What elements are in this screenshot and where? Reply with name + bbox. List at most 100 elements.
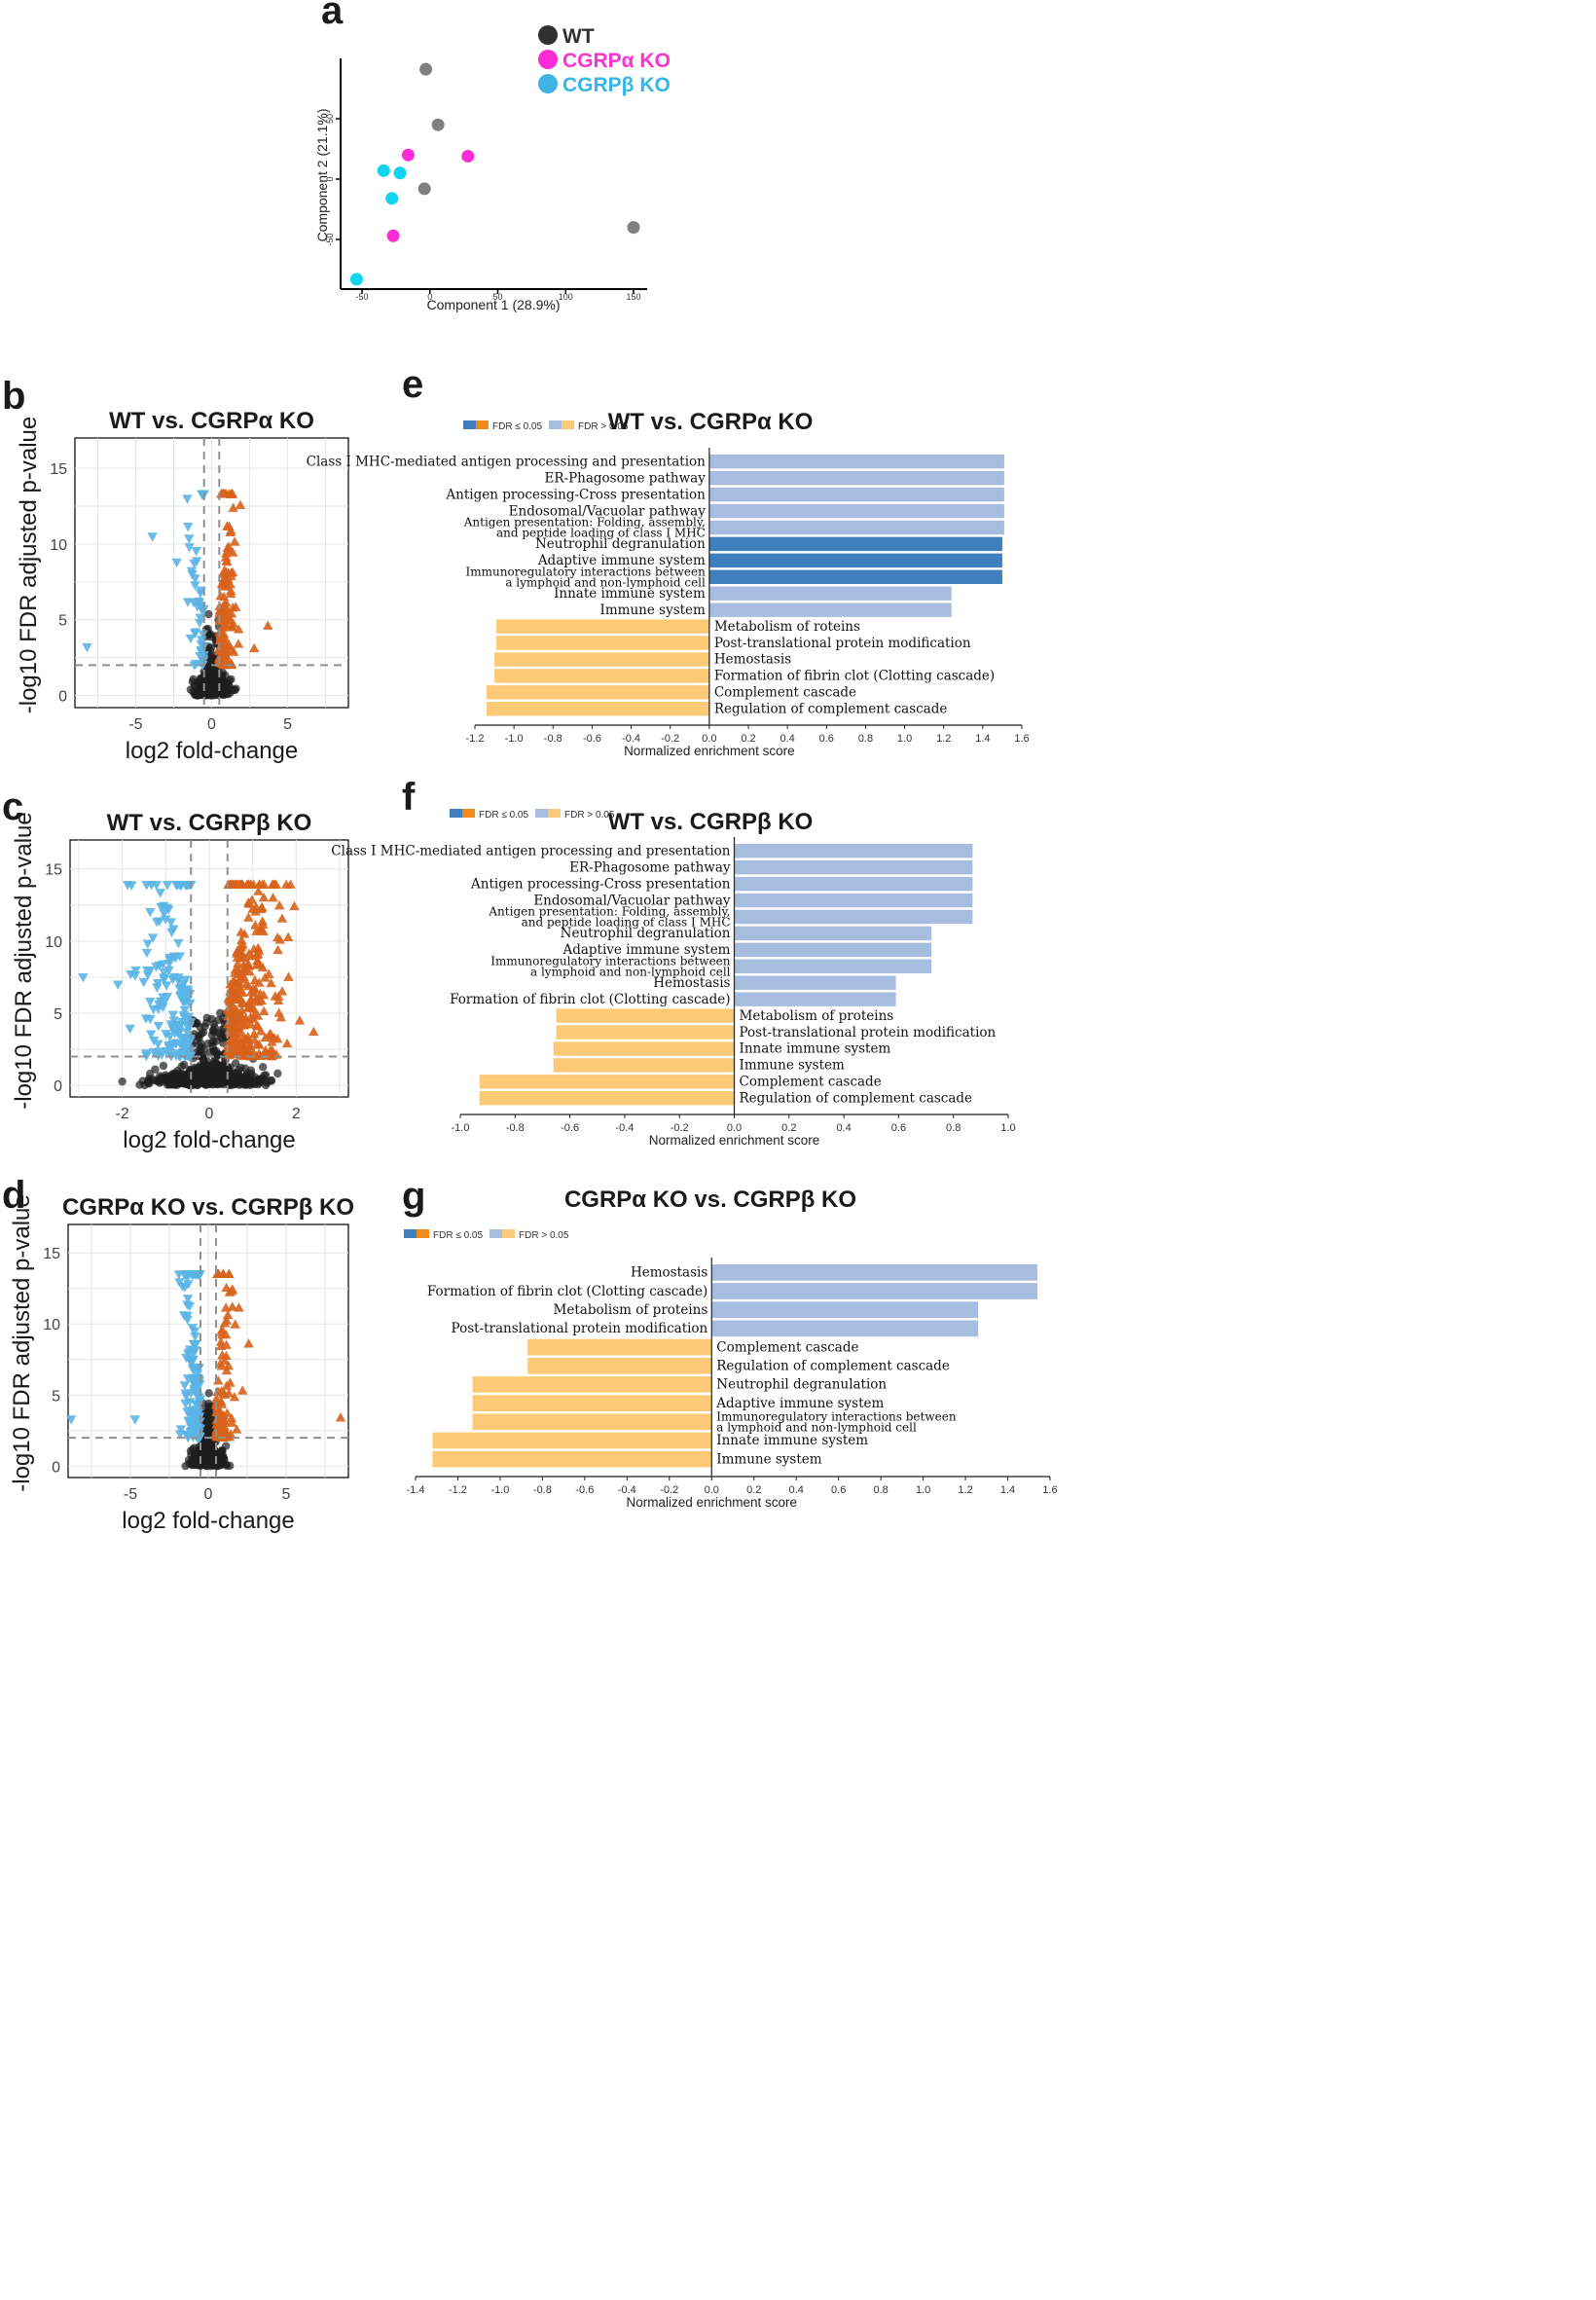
volcano-point-ns <box>178 1075 188 1083</box>
enrichment-x-tick-label: 1.4 <box>1000 1484 1015 1496</box>
volcano-point-up <box>238 1050 249 1060</box>
enrichment-x-tick-label: -0.6 <box>575 1484 594 1496</box>
volcano-point-down <box>190 581 200 591</box>
volcano-point-ns <box>161 1071 170 1079</box>
volcano-point-ns <box>208 1026 218 1035</box>
enrichment-bar <box>479 1075 735 1089</box>
volcano-point-up <box>248 983 259 993</box>
volcano-point-up <box>249 1009 260 1019</box>
enrichment-bar-label: Immunoregulatory interactions between <box>466 566 707 579</box>
volcano-point-down <box>171 558 182 568</box>
enrichment-bar <box>556 1008 735 1023</box>
volcano-point-up <box>252 955 263 966</box>
volcano-y-tick-label: 15 <box>50 461 67 478</box>
volcano-point-down <box>126 881 137 891</box>
volcano-x-tick-label: 2 <box>292 1106 301 1122</box>
volcano-point-down <box>154 1047 165 1057</box>
volcano-point-up <box>267 879 278 889</box>
volcano-point-ns <box>200 1022 209 1031</box>
enrichment-bar <box>496 619 709 634</box>
volcano-point-down <box>192 602 203 612</box>
enrichment-bar <box>708 487 1004 502</box>
volcano-title: WT vs. CGRPβ KO <box>107 810 312 836</box>
volcano-point-up <box>256 902 268 912</box>
enrichment-x-tick-label: 0.0 <box>702 733 716 745</box>
enrichment-bar-label: Adaptive immune system <box>715 1396 884 1411</box>
volcano-point-up <box>254 879 265 889</box>
volcano-point-down <box>185 1036 197 1046</box>
volcano-point-up <box>219 575 231 585</box>
volcano-point-ns <box>198 1071 207 1079</box>
volcano-point-ns <box>197 1029 206 1039</box>
volcano-point-down <box>163 905 174 915</box>
enrichment-bar <box>527 1357 712 1374</box>
volcano-point-up <box>223 567 234 577</box>
volcano-point-ns <box>231 1068 239 1077</box>
volcano-point-down <box>159 973 169 983</box>
volcano-point-down <box>172 1021 184 1032</box>
volcano-point-up <box>308 1026 319 1037</box>
volcano-y-axis-title: -log10 FDR adjusted p-value <box>11 812 37 1110</box>
volcano-point-ns <box>148 1075 158 1084</box>
volcano-point-up <box>226 879 236 889</box>
enrichment-bar-label: a lymphoid and non-lymphoid cell <box>530 966 731 979</box>
volcano-point-down <box>179 1381 191 1391</box>
volcano-point-down <box>155 889 165 898</box>
enrichment-bar <box>711 1264 1037 1281</box>
legend-swatch-sig-blue <box>450 809 462 818</box>
volcano-point-up <box>220 1302 232 1312</box>
pca-legend-marker-wt <box>538 25 558 45</box>
enrichment-bar <box>496 636 709 650</box>
volcano-point-up <box>276 913 288 923</box>
volcano-x-tick-label: 5 <box>282 1486 291 1503</box>
volcano-x-tick-label: 0 <box>207 716 216 733</box>
pca-y-axis-title: Component 2 (21.1%) <box>314 109 330 242</box>
volcano-point-up <box>217 1330 228 1339</box>
volcano-point-up <box>239 952 250 963</box>
enrichment-bar <box>494 652 709 667</box>
volcano-point-up <box>231 1424 242 1434</box>
volcano-point-up <box>231 1022 242 1032</box>
enrichment-bar <box>708 569 1002 584</box>
volcano-title: WT vs. CGRPα KO <box>109 408 314 434</box>
enrichment-bar-label: Antigen processing-Cross presentation <box>470 876 731 892</box>
volcano-point-up <box>215 590 226 601</box>
volcano-point-up <box>236 1011 247 1021</box>
enrichment-bar-label: Immunoregulatory interactions between <box>716 1410 957 1424</box>
volcano-point-up <box>217 1324 228 1334</box>
volcano-x-tick-label: -5 <box>124 1486 137 1503</box>
volcano-point-down <box>144 998 156 1007</box>
legend-swatch-sig-blue <box>404 1229 417 1238</box>
volcano-point-up <box>228 1033 238 1042</box>
enrichment-bar <box>734 992 896 1006</box>
volcano-point-down <box>169 1029 180 1040</box>
volcano-point-down <box>185 990 196 1000</box>
volcano-point-ns <box>267 1076 276 1085</box>
pca-legend-marker-beta <box>538 74 558 93</box>
volcano-point-up <box>225 588 236 599</box>
enrichment-bar <box>734 975 896 990</box>
volcano-point-down <box>166 928 177 938</box>
enrichment-x-tick-label: 0.6 <box>891 1122 906 1134</box>
volcano-point-up <box>272 931 283 942</box>
volcano-point-down <box>165 918 177 928</box>
volcano-point-up <box>248 642 260 653</box>
pca-point-beta <box>377 164 390 177</box>
volcano-point-ns <box>193 1018 201 1028</box>
enrichment-bar-label: Class I MHC-mediated antigen processing … <box>307 454 706 469</box>
volcano-point-down <box>152 983 163 993</box>
volcano-point-down <box>140 1049 152 1059</box>
enrichment-x-tick-label: 1.6 <box>1042 1484 1057 1496</box>
volcano-point-down <box>138 977 149 988</box>
volcano-point-up <box>266 1031 276 1040</box>
volcano-point-ns <box>273 1069 282 1078</box>
enrichment-bar <box>734 909 973 925</box>
pca-point-beta <box>349 273 363 286</box>
volcano-point-down <box>82 642 92 653</box>
volcano-point-up <box>216 607 228 617</box>
volcano-point-up <box>234 1302 244 1312</box>
volcano-point-down <box>163 1042 174 1052</box>
volcano-point-down <box>190 1341 200 1351</box>
enrichment-x-tick-label: -1.2 <box>466 733 485 745</box>
